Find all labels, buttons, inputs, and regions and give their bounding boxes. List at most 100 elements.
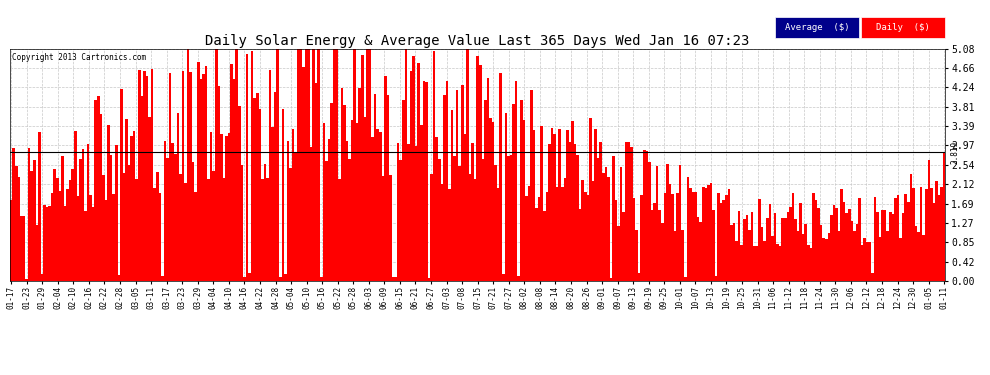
Bar xyxy=(692,192,694,281)
Bar xyxy=(763,241,766,281)
Bar xyxy=(305,49,307,281)
Bar xyxy=(615,200,618,281)
Bar xyxy=(648,162,650,281)
Bar xyxy=(166,158,169,281)
Bar xyxy=(697,217,699,281)
Bar xyxy=(202,74,205,281)
Bar xyxy=(389,175,392,281)
Bar xyxy=(679,165,681,281)
Bar xyxy=(484,100,487,281)
Bar xyxy=(361,56,363,281)
Bar xyxy=(313,49,315,281)
Bar xyxy=(845,213,848,281)
Bar xyxy=(505,113,507,281)
Bar xyxy=(133,131,136,281)
Bar xyxy=(63,206,66,281)
Bar xyxy=(476,56,479,281)
Bar xyxy=(100,114,102,281)
Bar xyxy=(855,224,858,281)
Bar xyxy=(97,96,100,281)
Bar xyxy=(761,227,763,281)
Bar xyxy=(500,73,502,281)
Bar xyxy=(676,193,679,281)
Bar xyxy=(684,277,687,281)
Bar xyxy=(233,79,236,281)
Bar xyxy=(574,144,576,281)
Bar xyxy=(723,200,725,281)
Bar xyxy=(248,273,250,281)
Bar xyxy=(653,203,655,281)
Bar xyxy=(336,49,338,281)
Bar xyxy=(836,208,838,281)
Bar xyxy=(848,209,850,281)
Bar xyxy=(581,180,584,281)
Bar xyxy=(502,274,505,281)
Bar xyxy=(307,49,310,281)
Bar xyxy=(531,90,533,281)
Bar xyxy=(766,218,768,281)
Bar xyxy=(894,198,897,281)
Bar xyxy=(238,105,241,281)
Bar xyxy=(748,230,750,281)
Bar xyxy=(418,63,420,281)
Bar xyxy=(448,189,450,281)
Bar xyxy=(76,196,79,281)
Bar xyxy=(853,231,855,281)
Bar xyxy=(450,110,453,281)
Text: Daily  ($): Daily ($) xyxy=(876,22,931,32)
Bar xyxy=(886,231,889,281)
Bar xyxy=(912,189,915,281)
Bar xyxy=(189,72,192,281)
Bar xyxy=(699,222,702,281)
Bar xyxy=(771,236,774,281)
Bar xyxy=(807,244,810,281)
Bar xyxy=(810,248,812,281)
Bar xyxy=(425,82,428,281)
Bar xyxy=(107,125,110,281)
Bar xyxy=(15,166,18,281)
Bar xyxy=(650,210,653,281)
Bar xyxy=(446,81,448,281)
Bar xyxy=(453,156,455,281)
Bar xyxy=(750,212,753,281)
Bar xyxy=(668,184,671,281)
Bar xyxy=(838,231,841,281)
Bar xyxy=(368,49,371,281)
Bar xyxy=(207,179,210,281)
Bar xyxy=(918,232,920,281)
Bar xyxy=(246,54,248,281)
Bar xyxy=(315,83,318,281)
Bar xyxy=(533,130,536,281)
Bar xyxy=(384,76,387,281)
Bar xyxy=(592,181,594,281)
Bar xyxy=(261,179,263,281)
Bar xyxy=(13,148,15,281)
Bar xyxy=(407,144,410,281)
Bar xyxy=(705,188,707,281)
Bar xyxy=(789,207,792,281)
Bar xyxy=(868,242,871,281)
Bar xyxy=(625,142,628,281)
Bar xyxy=(471,143,474,281)
Bar xyxy=(915,226,918,281)
Bar xyxy=(87,144,89,281)
Bar xyxy=(169,74,171,281)
Bar xyxy=(779,246,781,281)
Bar xyxy=(497,188,500,281)
Bar xyxy=(468,174,471,281)
Bar xyxy=(938,195,940,281)
Bar xyxy=(128,165,131,281)
Bar xyxy=(297,49,300,281)
Bar xyxy=(645,151,648,281)
Bar xyxy=(455,90,458,281)
Bar xyxy=(636,230,638,281)
Bar xyxy=(181,71,184,281)
Bar xyxy=(279,277,281,281)
Bar xyxy=(597,158,599,281)
Bar xyxy=(550,128,553,281)
Bar xyxy=(81,149,84,281)
Bar xyxy=(120,89,123,281)
Bar xyxy=(353,49,356,281)
Bar xyxy=(176,113,179,281)
Bar xyxy=(923,235,925,281)
